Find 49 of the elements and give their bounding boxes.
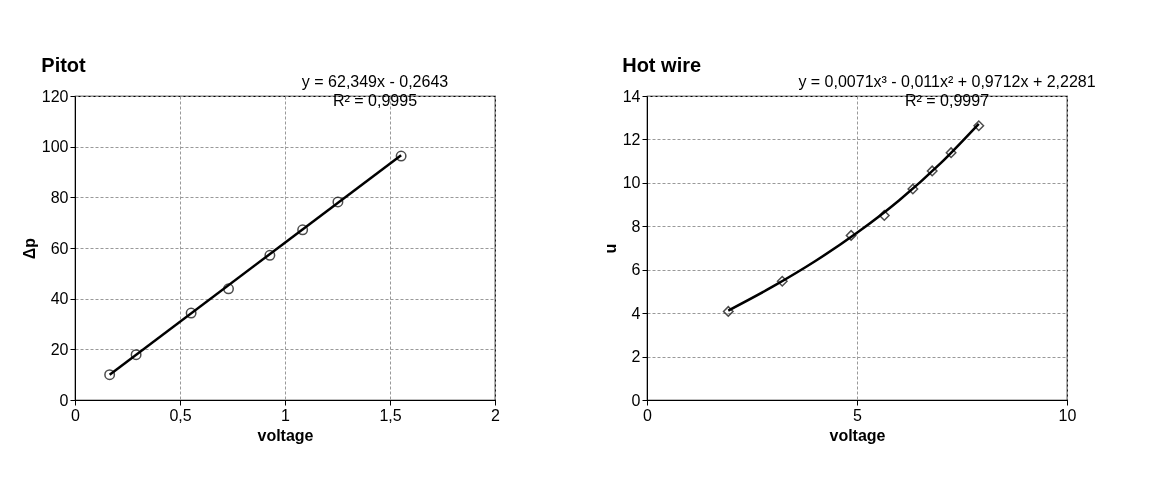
point — [332, 196, 344, 208]
y-tick-label: 100 — [41, 138, 69, 156]
y-tick-label: 0 — [59, 391, 69, 409]
x-tick-label: 0 — [643, 406, 653, 424]
y-tick-label: 0 — [631, 391, 641, 409]
x-tick-label: 0,5 — [169, 406, 192, 424]
point — [973, 120, 985, 132]
y-tick-label: 12 — [622, 130, 641, 148]
point — [845, 229, 857, 241]
y-tick-label: 6 — [631, 261, 641, 279]
point — [395, 150, 407, 162]
y-tick-label: 120 — [41, 87, 69, 105]
y-tick-label: 4 — [631, 304, 641, 322]
x-tick-label: 0 — [71, 406, 81, 424]
point — [878, 209, 890, 221]
x-tick-label: 1 — [281, 406, 291, 424]
x-tick-label: 2 — [491, 406, 501, 424]
chart-title: Pitot — [41, 54, 87, 76]
y-tick-label: 8 — [631, 217, 641, 235]
point — [130, 349, 142, 361]
point — [223, 283, 234, 295]
y-tick-label: 2 — [631, 348, 641, 366]
chart-title: Hot wire — [622, 54, 702, 76]
point — [926, 165, 938, 177]
point — [104, 369, 116, 381]
point — [907, 183, 919, 195]
annotation: R² = 0,9995 — [332, 92, 418, 109]
text: y = 0,0071x³ - 0,011x² + 0,9712x + 2,2281 — [798, 73, 1096, 90]
x-tick-label: 1,5 — [379, 406, 402, 424]
point — [185, 307, 197, 319]
x-tick-label: 5 — [853, 406, 863, 424]
y-tick-label: 20 — [50, 340, 69, 358]
point — [297, 224, 309, 236]
annotation: R² = 0,9997 — [904, 92, 990, 109]
y-tick-label: 10 — [622, 174, 641, 192]
x-axis-title: voltage — [257, 426, 314, 444]
point — [264, 249, 276, 261]
x-axis-title: voltage — [829, 426, 886, 444]
y-axis-title: u — [601, 243, 619, 254]
point — [722, 305, 734, 317]
y-axis-title: Δp — [20, 237, 38, 260]
point — [776, 275, 788, 287]
y-tick-label: 14 — [622, 87, 641, 105]
y-tick-label: 40 — [50, 290, 69, 308]
text: y = 62,349x - 0,2643 — [301, 73, 449, 90]
y-tick-label: 80 — [50, 188, 69, 206]
y-tick-label: 60 — [50, 239, 69, 257]
point — [945, 147, 957, 159]
x-tick-label: 10 — [1058, 406, 1077, 424]
